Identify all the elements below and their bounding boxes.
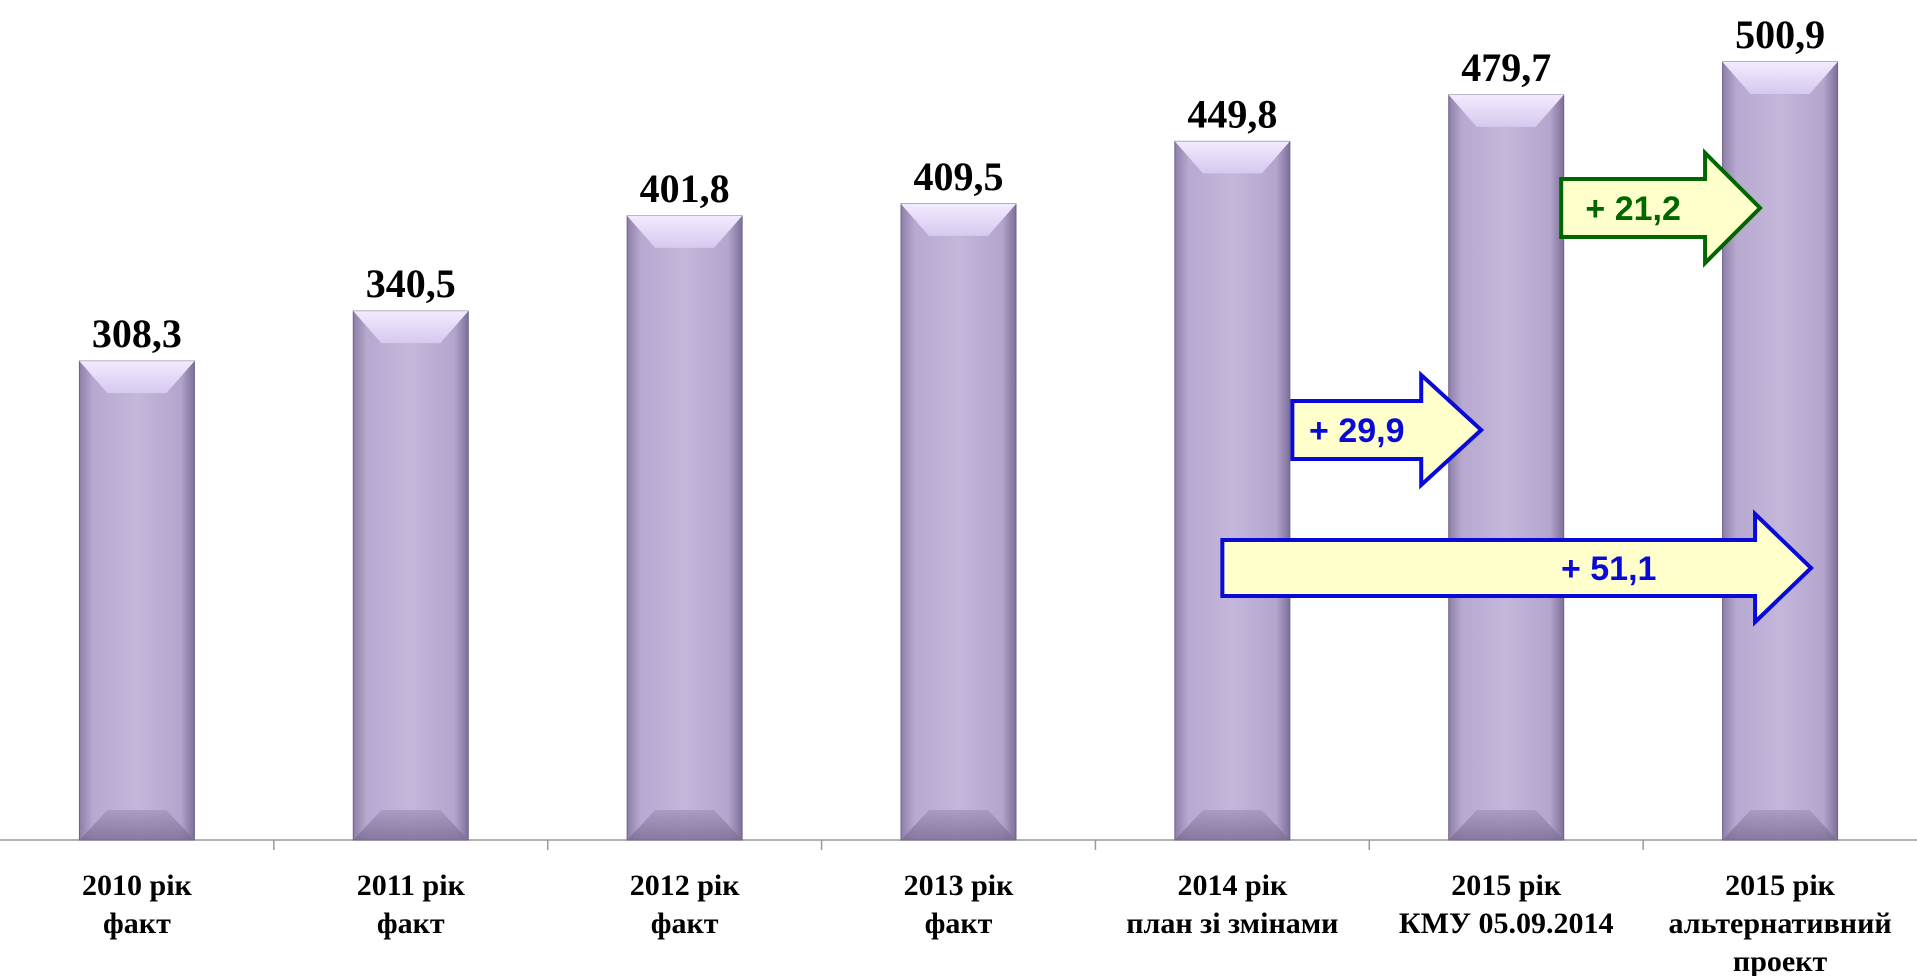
- category-label: 2012 рік факт: [630, 869, 741, 940]
- arrow-29-9: + 29,9: [1290, 370, 1485, 490]
- value-label: 479,7: [1461, 45, 1551, 90]
- bar-cap: [627, 215, 743, 248]
- arrow-label: + 21,2: [1585, 190, 1680, 228]
- bar: [78, 360, 195, 841]
- bar-base: [1174, 810, 1290, 840]
- bar: [1722, 61, 1839, 841]
- category-labels: 2010 рік факт 2011 рік факт 2012 рік факт 2013…: [82, 869, 1892, 976]
- category-label: 2010 рік факт: [82, 869, 193, 940]
- bar-cap: [1448, 94, 1564, 127]
- arrow-21-2: + 21,2: [1559, 148, 1763, 268]
- arrow-21-2-shape: [1559, 148, 1763, 268]
- value-label: 308,3: [92, 311, 182, 356]
- bar: [900, 203, 1017, 841]
- difference-arrows: + 29,9 + 21,2 + 51,1: [1220, 148, 1814, 627]
- bar-cap: [901, 203, 1016, 236]
- bars: [78, 61, 1839, 841]
- category-label: 2014 рік план зі змінами: [1126, 869, 1338, 940]
- value-label: 401,8: [640, 166, 730, 211]
- bar-cap: [79, 361, 195, 394]
- bar-body: [1722, 61, 1839, 841]
- bar-base: [1448, 810, 1564, 840]
- value-label: 449,8: [1187, 91, 1277, 136]
- value-labels: 308,3 340,5 401,8 409,5 449,8 479,7 500,9: [92, 12, 1825, 356]
- bar-base: [353, 810, 469, 840]
- bar: [1448, 94, 1565, 841]
- value-label: 500,9: [1735, 12, 1825, 57]
- bar-body: [78, 360, 195, 841]
- bar-body: [352, 310, 469, 841]
- x-axis: [0, 839, 1917, 850]
- bar-base: [627, 810, 743, 840]
- bar: [1174, 140, 1291, 841]
- bar-cap: [353, 311, 469, 344]
- value-label: 340,5: [366, 261, 456, 306]
- bar-base: [79, 810, 195, 840]
- bar-cap: [1722, 62, 1838, 94]
- category-label: 2013 рік факт: [904, 869, 1015, 940]
- bar-base: [1722, 810, 1838, 840]
- arrow-label: + 51,1: [1561, 550, 1656, 588]
- arrow-label: + 29,9: [1309, 412, 1404, 450]
- bar-body: [1448, 94, 1565, 841]
- category-label: 2015 рік КМУ 05.09.2014: [1399, 869, 1614, 940]
- bar-body: [1174, 140, 1291, 841]
- category-label: 2011 рік факт: [357, 869, 466, 940]
- arrow-51-1: + 51,1: [1220, 509, 1814, 627]
- bar-cap: [1174, 141, 1290, 174]
- category-label: 2015 рік альтернативний проект: [1669, 869, 1892, 976]
- bar-body: [626, 215, 743, 841]
- value-label: 409,5: [914, 154, 1004, 199]
- bar-body: [900, 203, 1017, 841]
- bar: [626, 215, 743, 841]
- bar: [352, 310, 469, 841]
- arrow-29-9-shape: [1290, 370, 1485, 490]
- bar-base: [901, 810, 1016, 840]
- arrow-51-1-shape: [1220, 509, 1814, 627]
